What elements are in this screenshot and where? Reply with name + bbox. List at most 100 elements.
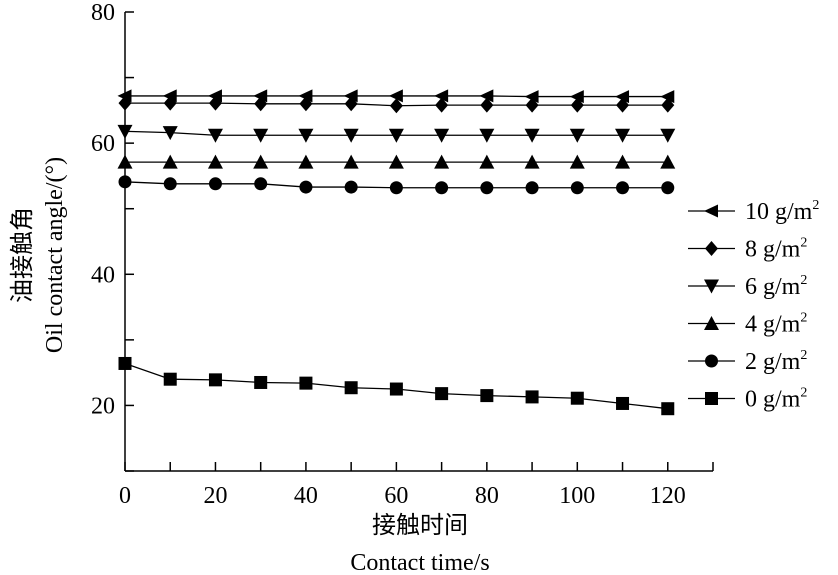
y-tick-label: 40 xyxy=(91,262,115,288)
legend-marker xyxy=(704,204,718,218)
x-axis-label: Contact time/s xyxy=(350,550,489,575)
data-point xyxy=(207,154,223,169)
series xyxy=(117,124,676,143)
data-point xyxy=(570,391,584,405)
legend-label-superscript: 2 xyxy=(800,236,807,251)
data-point xyxy=(389,98,403,114)
data-point xyxy=(570,97,584,113)
data-point xyxy=(344,381,358,395)
y-tick-label: 20 xyxy=(91,393,115,419)
data-point xyxy=(298,154,314,169)
data-point xyxy=(480,389,494,403)
data-point xyxy=(299,180,313,194)
legend-label-superscript: 2 xyxy=(800,386,807,401)
data-point xyxy=(435,387,449,401)
data-point xyxy=(344,96,358,112)
legend-label: 4 g/m2 xyxy=(745,311,807,338)
data-point xyxy=(299,376,313,390)
y-tick-label: 60 xyxy=(91,131,115,157)
data-point xyxy=(299,96,313,112)
data-point xyxy=(389,382,403,396)
series xyxy=(118,356,675,416)
data-point xyxy=(661,402,675,416)
data-point xyxy=(569,154,585,169)
data-point xyxy=(524,90,539,104)
data-point xyxy=(117,124,133,139)
data-point xyxy=(389,181,403,195)
x-tick-label: 20 xyxy=(203,483,227,509)
data-point xyxy=(343,128,359,143)
data-point xyxy=(343,89,358,103)
data-point xyxy=(615,154,631,169)
data-point xyxy=(207,128,223,143)
data-point xyxy=(388,128,404,143)
data-point xyxy=(343,154,359,169)
data-point xyxy=(434,128,450,143)
legend-label-superscript: 2 xyxy=(800,348,807,363)
data-point xyxy=(615,90,630,104)
data-point xyxy=(661,181,675,195)
data-point xyxy=(479,128,495,143)
legend-label: 2 g/m2 xyxy=(745,348,807,375)
data-point xyxy=(118,175,132,189)
data-point xyxy=(162,126,178,141)
data-point xyxy=(479,89,494,103)
data-point xyxy=(388,154,404,169)
legend-item: 6 g/m2 xyxy=(688,273,807,300)
data-point xyxy=(525,181,539,195)
data-point xyxy=(253,154,269,169)
y-axis-label-cn: 油接触角 xyxy=(9,207,36,303)
legend-label: 6 g/m2 xyxy=(745,273,807,300)
data-point xyxy=(569,128,585,143)
data-point xyxy=(480,97,494,113)
data-point xyxy=(570,181,584,195)
data-point xyxy=(118,95,132,111)
data-point xyxy=(253,128,269,143)
data-point xyxy=(661,97,675,113)
data-point xyxy=(208,95,222,111)
y-axis-label: Oil contact angle/(°) xyxy=(42,157,68,353)
legend-label-superscript: 2 xyxy=(812,198,819,213)
legend-item: 8 g/m2 xyxy=(688,236,807,263)
legend-item: 4 g/m2 xyxy=(688,311,807,338)
data-point xyxy=(616,181,630,195)
data-point xyxy=(479,154,495,169)
series xyxy=(117,154,676,169)
data-point xyxy=(660,128,676,143)
data-point xyxy=(344,180,358,194)
legend-marker xyxy=(705,241,718,256)
data-point xyxy=(660,90,675,104)
data-point xyxy=(298,128,314,143)
data-point xyxy=(569,90,584,104)
x-tick-label: 80 xyxy=(475,483,499,509)
data-point xyxy=(254,177,268,191)
data-point xyxy=(435,181,449,195)
data-point xyxy=(254,375,268,389)
x-tick-label: 100 xyxy=(559,483,595,509)
data-point xyxy=(434,89,449,103)
data-point xyxy=(525,97,539,113)
data-point xyxy=(524,154,540,169)
x-tick-label: 0 xyxy=(119,483,131,509)
x-tick-label: 60 xyxy=(384,483,408,509)
x-tick-label: 40 xyxy=(294,483,318,509)
data-point xyxy=(163,177,177,191)
legend-label: 0 g/m2 xyxy=(745,386,807,413)
data-point xyxy=(435,97,449,113)
data-point xyxy=(163,372,177,386)
data-point xyxy=(163,95,177,111)
data-point xyxy=(208,177,222,191)
x-axis-label-cn: 接触时间 xyxy=(372,512,468,539)
legend-marker xyxy=(704,316,719,330)
data-point xyxy=(434,154,450,169)
data-point xyxy=(616,97,630,113)
legend-marker xyxy=(704,279,719,294)
data-point xyxy=(616,396,630,410)
legend-label: 8 g/m2 xyxy=(745,236,807,263)
legend: 10 g/m2 8 g/m2 6 g/m2 4 g/m2 2 g/m2 0 g/m2 xyxy=(688,198,819,413)
data-point xyxy=(117,154,133,169)
axes: 20 40 60 80 0 20 40 60 80 100 120 xyxy=(91,0,714,509)
data-point xyxy=(525,390,539,404)
legend-label-superscript: 2 xyxy=(800,311,807,326)
series xyxy=(118,95,675,114)
